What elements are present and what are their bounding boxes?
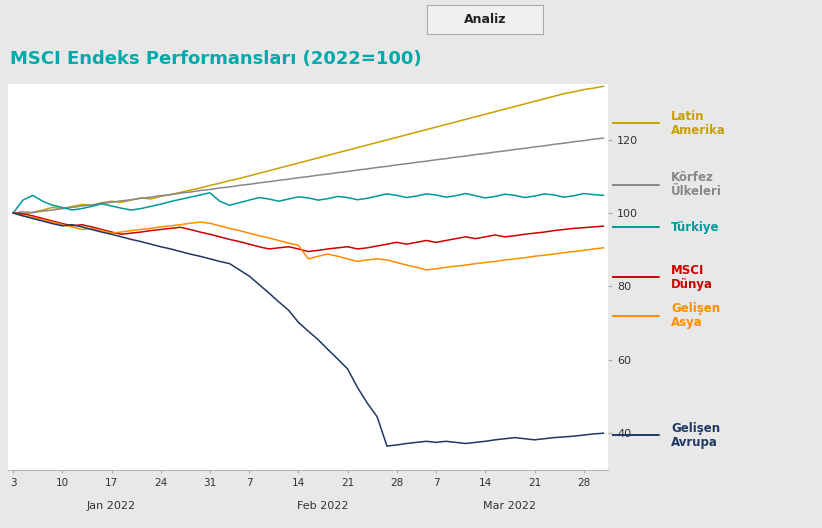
Text: Mar 2022: Mar 2022 bbox=[483, 501, 537, 511]
Text: Gelişen
Avrupa: Gelişen Avrupa bbox=[671, 422, 720, 449]
Text: MSCI
Dünya: MSCI Dünya bbox=[671, 263, 713, 291]
Text: Körfez
Ülkeleri: Körfez Ülkeleri bbox=[671, 171, 722, 198]
Text: Jan 2022: Jan 2022 bbox=[87, 501, 136, 511]
Text: Türkiye: Türkiye bbox=[671, 221, 719, 233]
Text: Analiz: Analiz bbox=[464, 13, 506, 26]
Text: Feb 2022: Feb 2022 bbox=[298, 501, 349, 511]
Text: MSCI Endeks Performansları (2022=100): MSCI Endeks Performansları (2022=100) bbox=[10, 50, 422, 68]
Text: Latin
Amerika: Latin Amerika bbox=[671, 109, 726, 137]
Text: Gelişen
Asya: Gelişen Asya bbox=[671, 302, 720, 329]
